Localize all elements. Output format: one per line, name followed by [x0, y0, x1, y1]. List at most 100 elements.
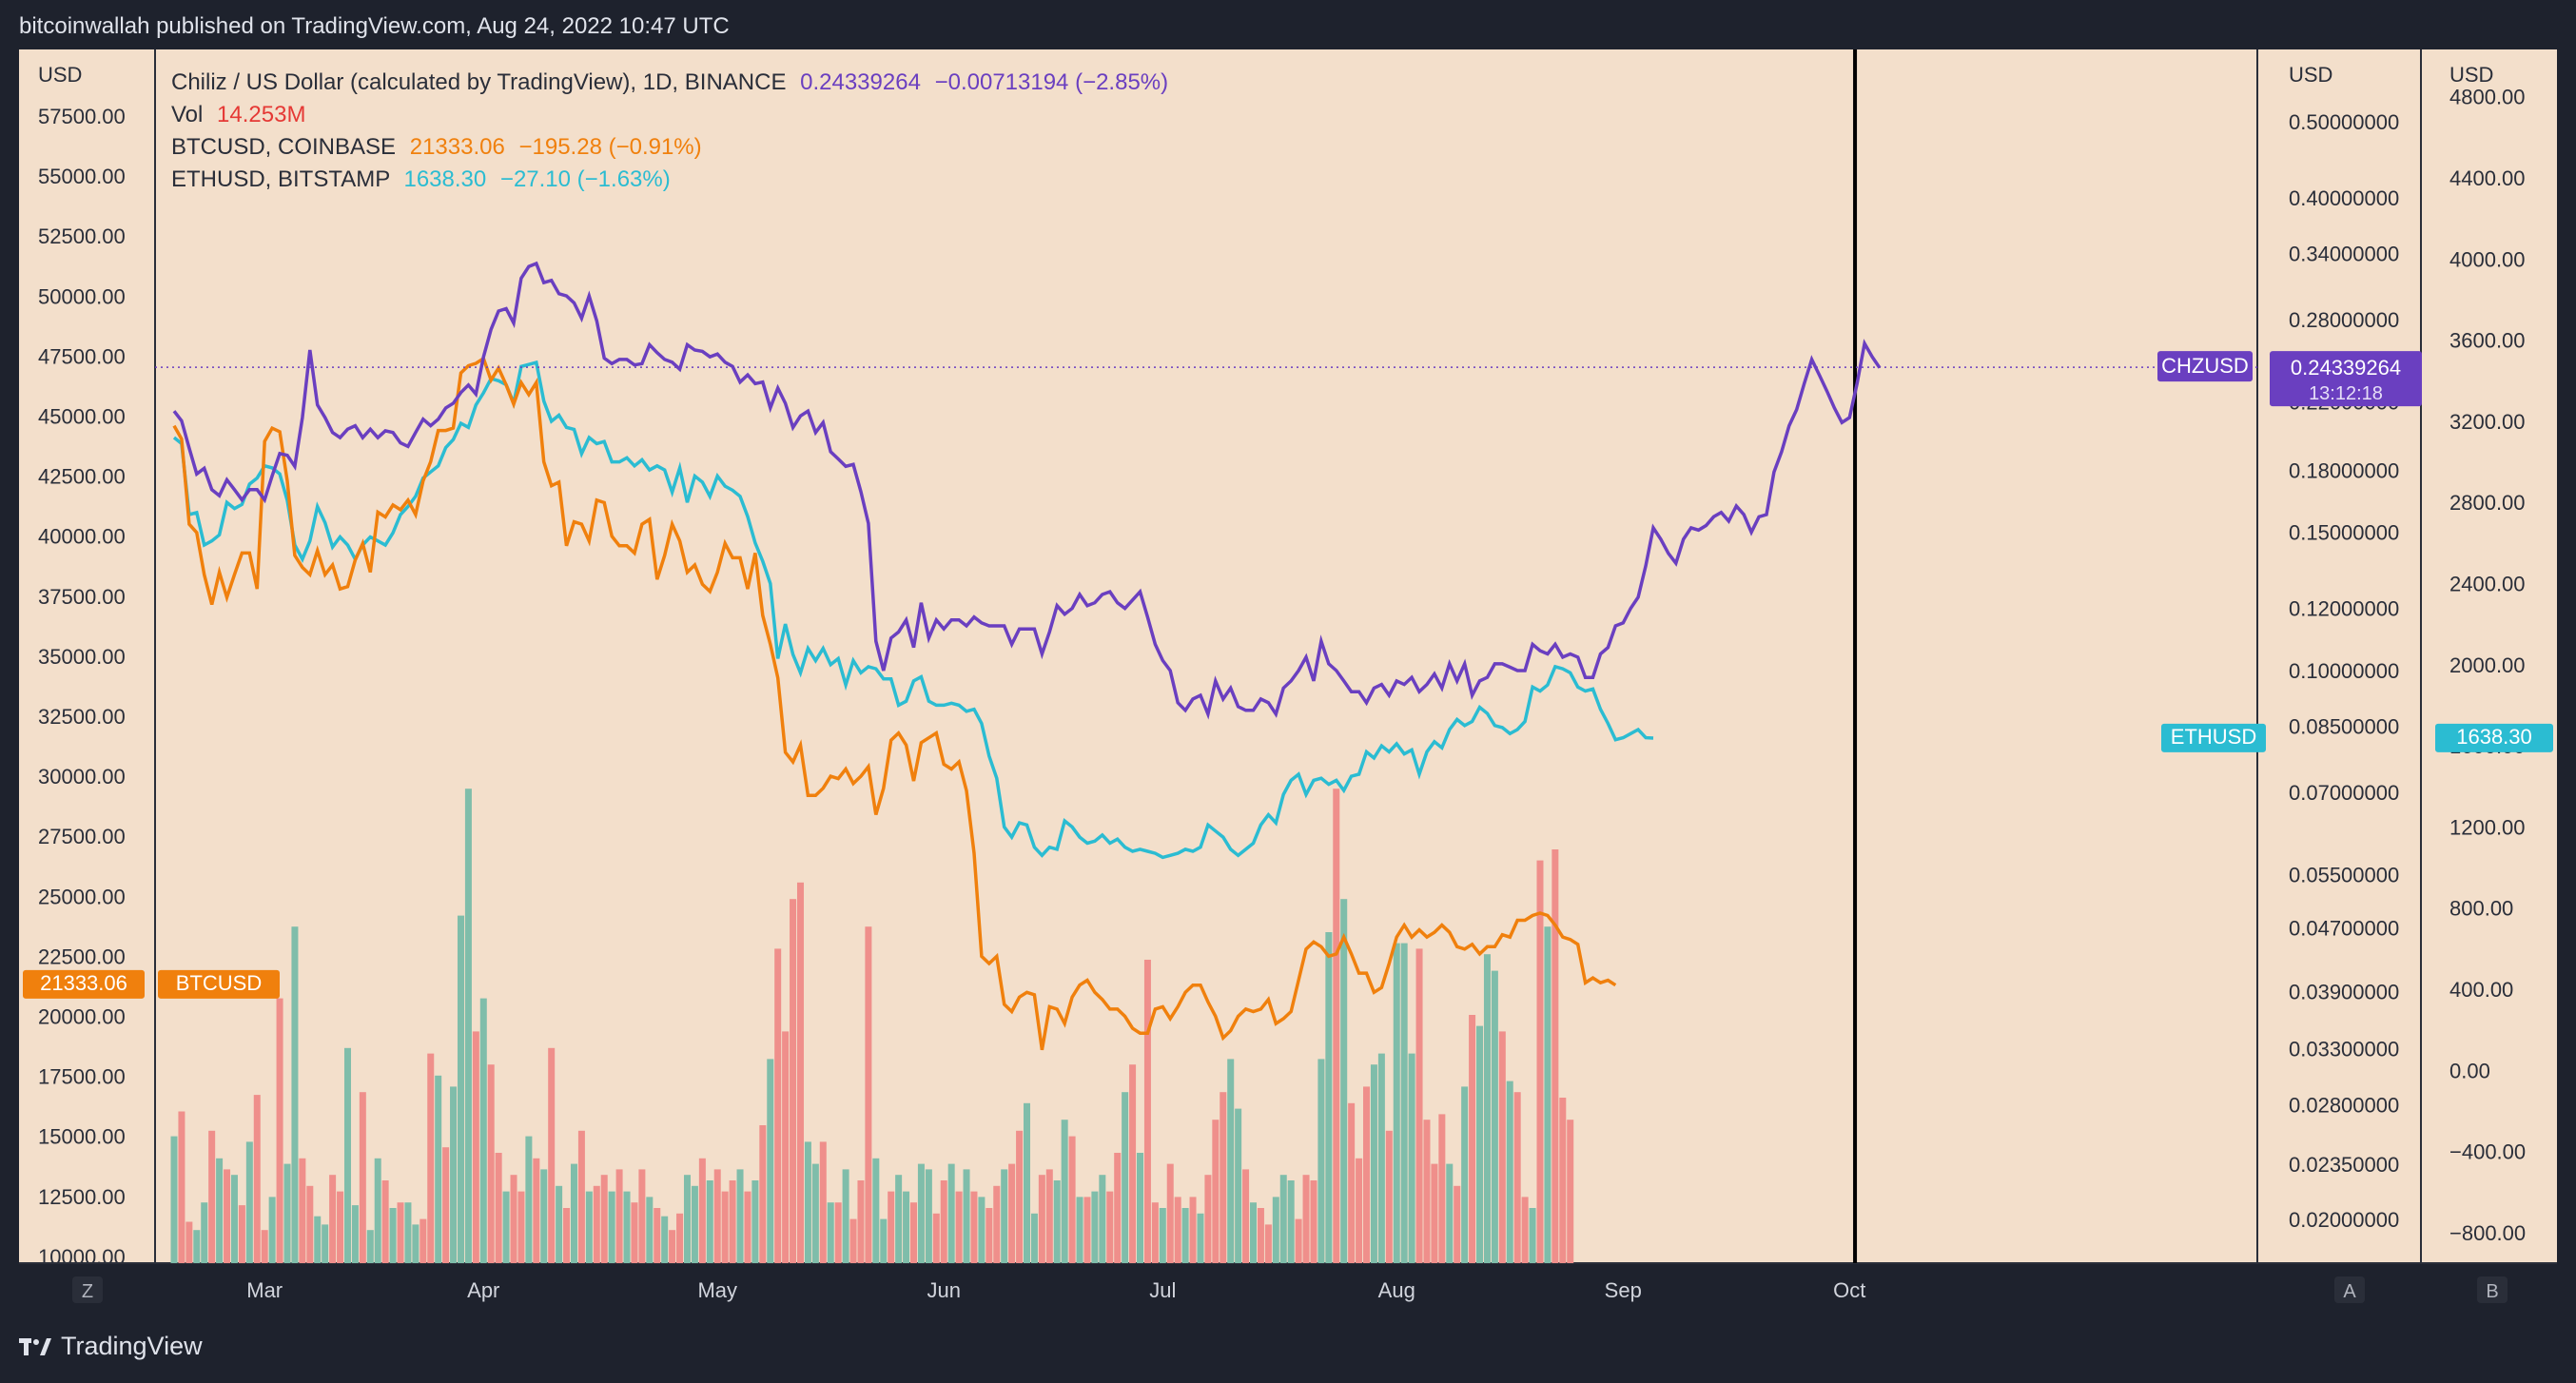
volume-bar: [397, 1202, 404, 1263]
volume-bar: [1279, 1175, 1287, 1263]
left-axis-tick: 42500.00: [38, 465, 126, 489]
volume-bar: [1076, 1197, 1083, 1263]
volume-bar: [955, 1191, 963, 1263]
legend-main-change: −0.00713194 (−2.85%): [934, 69, 1169, 95]
volume-bar: [216, 1158, 224, 1263]
volume-bar: [238, 1205, 245, 1263]
volume-bar: [1197, 1213, 1204, 1263]
time-axis[interactable]: [19, 1263, 2557, 1316]
volume-bar: [1129, 1064, 1137, 1263]
left-axis-tick: 27500.00: [38, 825, 126, 848]
legend-btc-change: −195.28 (−0.91%): [518, 134, 702, 160]
volume-bar: [563, 1208, 571, 1263]
middle-axis-tick: 0.08500000: [2289, 714, 2399, 738]
middle-axis-tick: 0.04700000: [2289, 917, 2399, 941]
volume-bar: [283, 1163, 291, 1263]
volume-bar: [495, 1153, 502, 1263]
volume-bar: [525, 1136, 533, 1263]
right-axis-tick: 4800.00: [2449, 86, 2526, 109]
volume-bar: [683, 1175, 691, 1263]
volume-bar: [1227, 1059, 1235, 1263]
volume-bar: [1106, 1191, 1114, 1263]
corner-button-a[interactable]: A: [2334, 1276, 2365, 1303]
volume-bar: [1551, 849, 1559, 1263]
right-axis-tick: 2800.00: [2449, 491, 2526, 515]
volume-bar: [790, 899, 797, 1263]
volume-bar: [872, 1158, 880, 1263]
volume-bar: [201, 1202, 208, 1263]
right-price-axis[interactable]: [2421, 49, 2557, 1263]
volume-bar: [224, 1169, 231, 1263]
legend-btc-price: 21333.06: [409, 134, 505, 160]
volume-bar: [1446, 1163, 1454, 1263]
volume-bar: [351, 1205, 359, 1263]
legend-vol-row: Vol 14.253M: [171, 99, 1168, 131]
volume-bar: [1250, 1202, 1258, 1263]
ethusd-name-badge: ETHUSD: [2161, 723, 2266, 752]
tradingview-footer[interactable]: TradingView: [19, 1332, 203, 1361]
volume-bar: [759, 1125, 767, 1263]
volume-bar: [782, 1031, 790, 1263]
svg-text:CHZUSD: CHZUSD: [2161, 354, 2249, 378]
volume-bar: [1521, 1197, 1529, 1263]
volume-bar: [1220, 1092, 1227, 1263]
volume-bar: [1454, 1185, 1461, 1263]
volume-bar: [1400, 943, 1408, 1263]
volume-bar: [427, 1053, 435, 1263]
legend-eth-label: ETHUSD, BITSTAMP: [171, 166, 390, 192]
left-axis-tick: 10000.00: [38, 1245, 126, 1269]
middle-axis-tick: 0.02350000: [2289, 1153, 2399, 1177]
legend-vol-label: Vol: [171, 102, 204, 127]
volume-bar: [1469, 1015, 1476, 1263]
left-axis-tick: 20000.00: [38, 1005, 126, 1029]
legend-main-price: 0.24339264: [800, 69, 921, 95]
volume-bar: [1393, 943, 1400, 1263]
volume-bar: [1212, 1120, 1220, 1263]
volume-bar: [767, 1059, 774, 1263]
volume-bar: [178, 1111, 185, 1263]
volume-bar: [1287, 1180, 1295, 1263]
volume-bar: [548, 1047, 556, 1263]
volume-bar: [1114, 1153, 1122, 1263]
middle-price-axis[interactable]: [2257, 49, 2421, 1263]
volume-bar: [796, 882, 804, 1263]
volume-bar: [1483, 954, 1491, 1263]
corner-button-b[interactable]: B: [2477, 1276, 2508, 1303]
volume-bar: [291, 926, 299, 1263]
volume-bar: [1423, 1120, 1431, 1263]
volume-bar: [1476, 1025, 1484, 1263]
right-axis-tick: 3600.00: [2449, 329, 2526, 353]
right-axis-tick: −800.00: [2449, 1221, 2526, 1245]
legend-btc-row: BTCUSD, COINBASE 21333.06 −195.28 (−0.91…: [171, 131, 1168, 164]
chart-svg[interactable]: USD 57500.00 55000.00 52500.00 50000.00 47500…: [19, 49, 2557, 1316]
volume-bar: [1370, 1064, 1377, 1263]
volume-bar: [585, 1191, 593, 1263]
chzusd-line: [172, 261, 1882, 720]
middle-axis-tick: 0.07000000: [2289, 781, 2399, 805]
volume-bar: [1122, 1092, 1129, 1263]
volume-bar: [947, 1163, 955, 1263]
left-axis-tick: 55000.00: [38, 165, 126, 188]
left-axis-tick: 17500.00: [38, 1065, 126, 1089]
volume-bar: [1356, 1158, 1363, 1263]
volume-bar: [1506, 1081, 1513, 1263]
right-axis-tick: 0.00: [2449, 1059, 2490, 1082]
btcusd-price-badge: 21333.06: [23, 969, 145, 999]
corner-button-z[interactable]: Z: [72, 1276, 103, 1303]
right-axis-tick: 400.00: [2449, 978, 2513, 1002]
volume-bar: [751, 1180, 759, 1263]
volume-bar: [646, 1197, 654, 1263]
left-price-axis[interactable]: [19, 49, 155, 1263]
middle-axis-unit: USD: [2289, 63, 2332, 87]
svg-text:A: A: [2343, 1281, 2356, 1302]
volume-bar: [193, 1230, 201, 1263]
volume-bar: [819, 1141, 827, 1263]
btcusd-line: [172, 356, 1617, 1051]
volume-bar: [1310, 1180, 1317, 1263]
volume-bar: [1348, 1102, 1356, 1263]
legend-vol-value: 14.253M: [217, 102, 306, 127]
chart-panel[interactable]: USD 57500.00 55000.00 52500.00 50000.00 47500…: [19, 49, 2557, 1316]
plot-area[interactable]: [155, 49, 2257, 1263]
volume-bar: [638, 1169, 646, 1263]
volume-bar: [993, 1185, 1001, 1263]
